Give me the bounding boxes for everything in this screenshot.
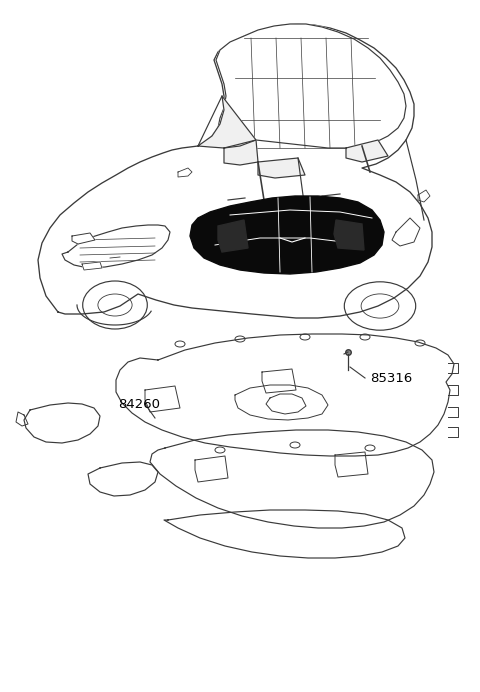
Text: 85316: 85316	[370, 372, 412, 385]
Polygon shape	[198, 96, 256, 148]
Polygon shape	[178, 168, 192, 177]
Polygon shape	[88, 462, 158, 496]
Polygon shape	[258, 158, 305, 178]
Polygon shape	[392, 218, 420, 246]
Polygon shape	[216, 24, 406, 148]
Polygon shape	[346, 140, 388, 162]
Polygon shape	[116, 334, 454, 456]
Polygon shape	[150, 430, 434, 528]
Text: 84260: 84260	[118, 397, 160, 410]
Polygon shape	[224, 140, 258, 165]
Polygon shape	[16, 412, 28, 426]
Polygon shape	[24, 403, 100, 443]
Polygon shape	[190, 196, 384, 274]
Polygon shape	[62, 225, 170, 268]
Polygon shape	[82, 262, 102, 270]
Polygon shape	[334, 220, 364, 250]
Polygon shape	[218, 220, 248, 252]
Polygon shape	[38, 24, 432, 318]
Polygon shape	[164, 510, 405, 558]
Polygon shape	[72, 233, 95, 244]
